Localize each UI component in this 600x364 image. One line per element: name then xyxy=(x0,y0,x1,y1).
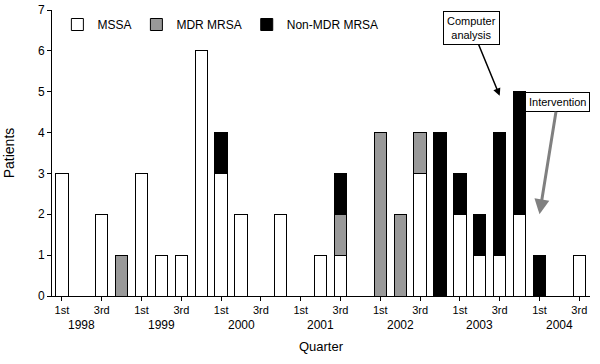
svg-text:2004: 2004 xyxy=(546,318,573,332)
svg-text:1st: 1st xyxy=(293,304,308,316)
svg-text:Non-MDR MRSA: Non-MDR MRSA xyxy=(287,18,378,32)
svg-text:2000: 2000 xyxy=(228,318,255,332)
svg-text:7: 7 xyxy=(38,3,45,17)
svg-text:2001: 2001 xyxy=(307,318,334,332)
svg-text:Quarter: Quarter xyxy=(299,339,344,354)
svg-text:Intervention: Intervention xyxy=(529,96,586,108)
svg-text:3rd: 3rd xyxy=(333,304,349,316)
svg-text:1st: 1st xyxy=(373,304,388,316)
svg-text:3rd: 3rd xyxy=(492,304,508,316)
svg-text:0: 0 xyxy=(38,289,45,303)
svg-text:Computeranalysis: Computeranalysis xyxy=(447,15,496,41)
svg-text:3rd: 3rd xyxy=(571,304,587,316)
svg-text:MSSA: MSSA xyxy=(97,18,131,32)
svg-text:1: 1 xyxy=(38,248,45,262)
svg-text:4: 4 xyxy=(38,126,45,140)
svg-text:3: 3 xyxy=(38,167,45,181)
svg-text:3rd: 3rd xyxy=(412,304,428,316)
svg-text:1st: 1st xyxy=(55,304,70,316)
svg-text:1st: 1st xyxy=(214,304,229,316)
svg-text:1998: 1998 xyxy=(68,318,95,332)
svg-text:2003: 2003 xyxy=(466,318,493,332)
svg-text:1st: 1st xyxy=(532,304,547,316)
svg-text:3rd: 3rd xyxy=(173,304,189,316)
svg-text:5: 5 xyxy=(38,85,45,99)
svg-text:1st: 1st xyxy=(134,304,149,316)
svg-text:2002: 2002 xyxy=(387,318,414,332)
svg-text:3rd: 3rd xyxy=(94,304,110,316)
svg-text:1999: 1999 xyxy=(148,318,175,332)
svg-text:1st: 1st xyxy=(453,304,468,316)
svg-text:6: 6 xyxy=(38,44,45,58)
svg-text:3rd: 3rd xyxy=(253,304,269,316)
svg-text:Patients: Patients xyxy=(1,128,17,179)
svg-text:2: 2 xyxy=(38,207,45,221)
svg-text:MDR MRSA: MDR MRSA xyxy=(176,18,241,32)
